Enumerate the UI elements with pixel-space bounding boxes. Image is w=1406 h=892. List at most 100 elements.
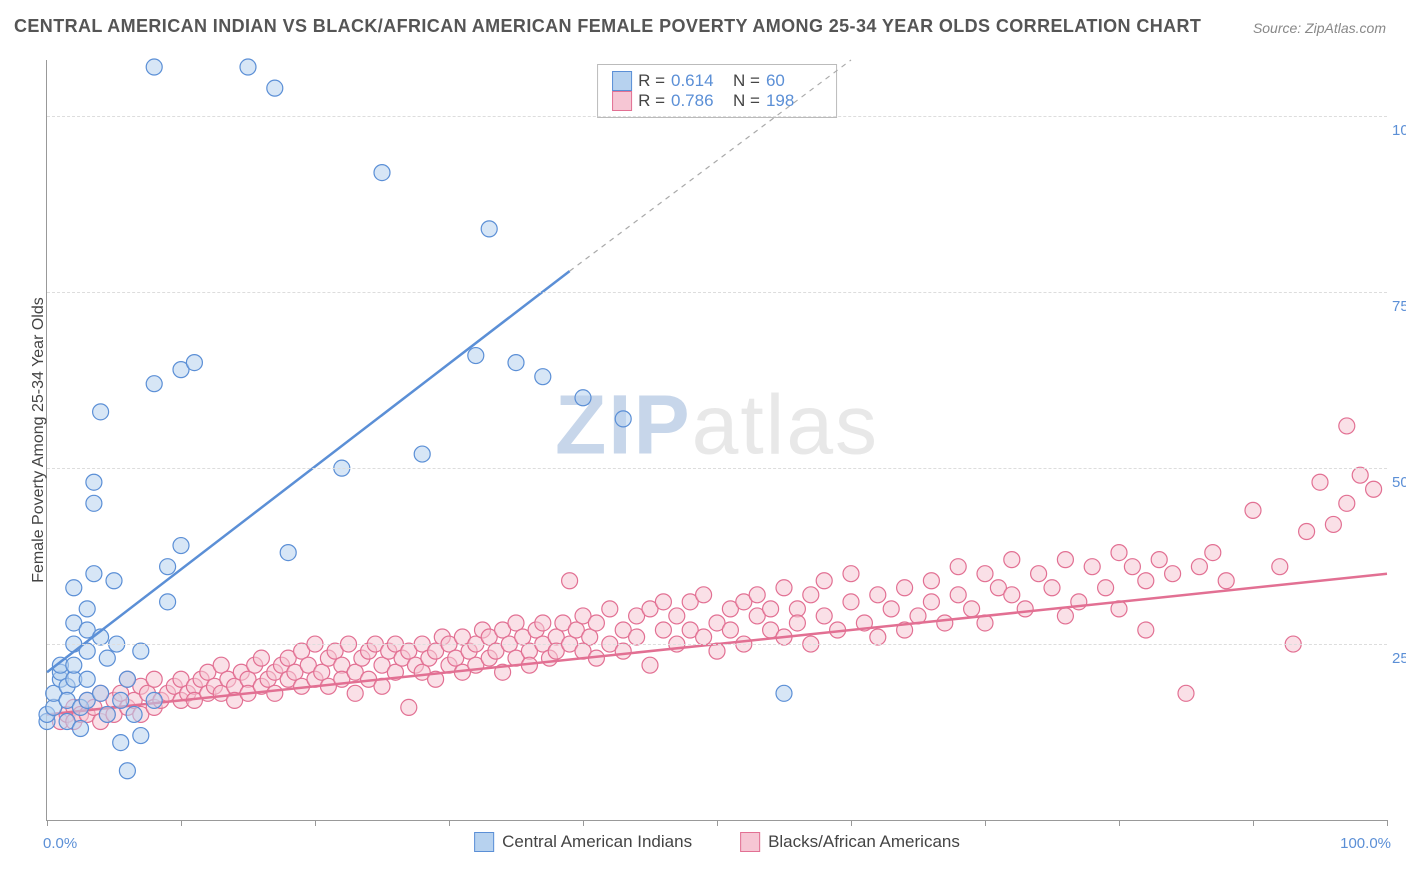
legend-item: Central American Indians [474,832,692,852]
data-point [629,629,645,645]
data-point [1124,559,1140,575]
data-point [655,594,671,610]
data-point [696,629,712,645]
data-point [1138,622,1154,638]
data-point [106,573,122,589]
data-point [1299,523,1315,539]
data-point [1098,580,1114,596]
data-point [655,622,671,638]
data-point [468,348,484,364]
x-tick [717,820,718,826]
trend-line [47,271,570,672]
data-point [1084,559,1100,575]
data-point [99,706,115,722]
data-point [347,685,363,701]
data-point [575,390,591,406]
data-point [964,601,980,617]
data-point [508,355,524,371]
data-point [253,650,269,666]
data-point [696,587,712,603]
legend-label: Central American Indians [502,832,692,852]
data-point [1044,580,1060,596]
data-point [1325,516,1341,532]
data-point [763,601,779,617]
data-point [280,545,296,561]
gridline [47,292,1387,293]
data-point [267,685,283,701]
x-tick [47,820,48,826]
data-point [146,692,162,708]
x-tick [449,820,450,826]
data-point [615,643,631,659]
legend-item: Blacks/African Americans [740,832,960,852]
data-point [923,594,939,610]
data-point [1339,418,1355,434]
data-point [133,728,149,744]
gridline [47,468,1387,469]
series-legend: Central American Indians Blacks/African A… [474,832,960,852]
data-point [79,671,95,687]
data-point [146,671,162,687]
x-tick [1119,820,1120,826]
data-point [1245,502,1261,518]
data-point [642,657,658,673]
y-tick-label: 75.0% [1392,298,1406,315]
data-point [843,594,859,610]
data-point [950,587,966,603]
data-point [119,763,135,779]
data-point [1004,587,1020,603]
data-point [816,608,832,624]
chart-title: CENTRAL AMERICAN INDIAN VS BLACK/AFRICAN… [14,16,1201,37]
x-tick [1253,820,1254,826]
scatter-svg [47,60,1387,820]
data-point [843,566,859,582]
x-tick [985,820,986,826]
data-point [1218,573,1234,589]
data-point [749,587,765,603]
data-point [86,566,102,582]
x-tick [181,820,182,826]
data-point [79,601,95,617]
y-tick-label: 25.0% [1392,650,1406,667]
data-point [535,369,551,385]
data-point [897,580,913,596]
data-point [789,615,805,631]
data-point [240,59,256,75]
source-label: Source: ZipAtlas.com [1253,20,1386,36]
data-point [146,376,162,392]
data-point [816,573,832,589]
gridline [47,644,1387,645]
data-point [1031,566,1047,582]
data-point [1205,545,1221,561]
data-point [93,404,109,420]
x-tick [851,820,852,826]
data-point [923,573,939,589]
x-tick [315,820,316,826]
data-point [535,615,551,631]
data-point [93,685,109,701]
data-point [1057,608,1073,624]
data-point [602,601,618,617]
chart-container: CENTRAL AMERICAN INDIAN VS BLACK/AFRICAN… [0,0,1406,892]
data-point [173,538,189,554]
data-point [776,685,792,701]
data-point [146,59,162,75]
data-point [977,566,993,582]
gridline [47,116,1387,117]
data-point [1017,601,1033,617]
data-point [160,594,176,610]
data-point [1057,552,1073,568]
plot-area: Female Poverty Among 25-34 Year Olds ZIP… [46,60,1387,821]
data-point [99,650,115,666]
data-point [1151,552,1167,568]
data-point [66,580,82,596]
data-point [1138,573,1154,589]
data-point [86,495,102,511]
data-point [481,221,497,237]
data-point [414,446,430,462]
y-axis-label: Female Poverty Among 25-34 Year Olds [30,297,48,583]
data-point [374,165,390,181]
data-point [1272,559,1288,575]
data-point [870,629,886,645]
data-point [119,671,135,687]
